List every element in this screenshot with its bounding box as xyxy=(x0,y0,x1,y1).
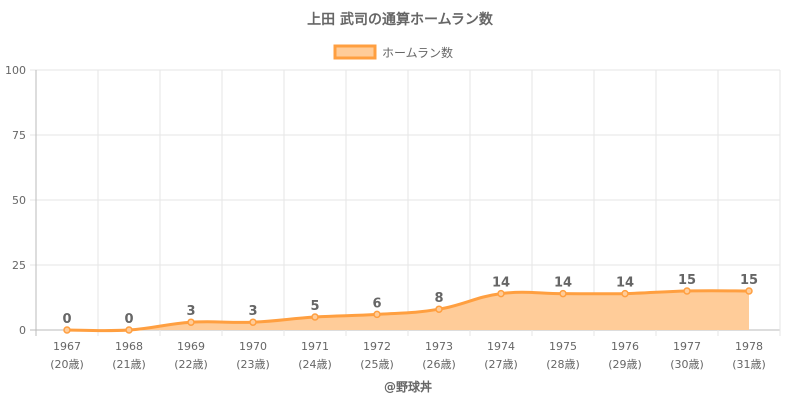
legend[interactable]: ホームラン数 xyxy=(333,44,453,60)
x-tick-sublabel: (28歳) xyxy=(546,358,580,371)
data-label: 3 xyxy=(186,304,195,319)
data-point xyxy=(745,287,753,295)
data-label: 14 xyxy=(492,276,510,291)
y-tick-label: 25 xyxy=(12,259,26,272)
data-point xyxy=(683,287,691,295)
x-tick-sublabel: (25歳) xyxy=(360,358,394,371)
data-label: 3 xyxy=(248,304,257,319)
data-point xyxy=(435,305,443,313)
x-tick-sublabel: (22歳) xyxy=(174,358,208,371)
y-tick-label: 75 xyxy=(12,129,26,142)
data-label: 15 xyxy=(740,273,758,288)
data-label: 5 xyxy=(310,299,319,314)
x-tick-label: 1967 xyxy=(53,340,81,353)
data-label: 6 xyxy=(372,296,381,311)
x-tick-label: 1974 xyxy=(487,340,515,353)
data-point xyxy=(63,326,71,334)
x-tick-sublabel: (29歳) xyxy=(608,358,642,371)
y-tick-label: 50 xyxy=(12,194,26,207)
data-point xyxy=(373,310,381,319)
x-tick-label: 1971 xyxy=(301,340,329,353)
x-tick-label: 1968 xyxy=(115,340,143,353)
series-area xyxy=(67,290,749,331)
x-tick-label: 1976 xyxy=(611,340,639,353)
legend-swatch xyxy=(333,44,377,60)
data-label: 15 xyxy=(678,273,696,288)
x-tick-label: 1973 xyxy=(425,340,453,353)
data-point xyxy=(249,318,257,326)
legend-label: ホームラン数 xyxy=(382,45,453,60)
x-tick-sublabel: (24歳) xyxy=(298,358,332,371)
x-tick-label: 1970 xyxy=(239,340,267,353)
footer-credit: @野球丼 xyxy=(384,379,432,394)
data-label: 0 xyxy=(124,312,133,327)
data-point xyxy=(311,313,319,321)
data-label: 14 xyxy=(554,276,572,291)
chart-title: 上田 武司の通算ホームラン数 xyxy=(307,11,494,28)
x-tick-sublabel: (30歳) xyxy=(670,358,704,371)
x-tick-label: 1969 xyxy=(177,340,205,353)
series-line xyxy=(66,289,750,333)
x-tick-sublabel: (27歳) xyxy=(484,358,518,371)
data-label: 0 xyxy=(62,312,71,327)
x-tick-label: 1972 xyxy=(363,340,391,353)
x-tick-sublabel: (21歳) xyxy=(112,358,146,371)
x-tick-label: 1975 xyxy=(549,340,577,353)
data-label: 8 xyxy=(434,291,443,306)
x-tick-sublabel: (23歳) xyxy=(236,358,270,371)
data-point xyxy=(187,318,195,326)
x-tick-sublabel: (20歳) xyxy=(50,358,84,371)
x-tick-label: 1978 xyxy=(735,340,763,353)
data-label: 14 xyxy=(616,276,634,291)
x-tick-sublabel: (31歳) xyxy=(732,358,766,371)
y-tick-label: 0 xyxy=(19,324,26,337)
x-tick-sublabel: (26歳) xyxy=(422,358,456,371)
y-tick-label: 100 xyxy=(5,64,26,77)
data-point xyxy=(497,289,505,298)
x-tick-label: 1977 xyxy=(673,340,701,353)
data-point xyxy=(559,289,567,298)
data-point xyxy=(125,326,133,334)
data-point xyxy=(621,289,629,298)
